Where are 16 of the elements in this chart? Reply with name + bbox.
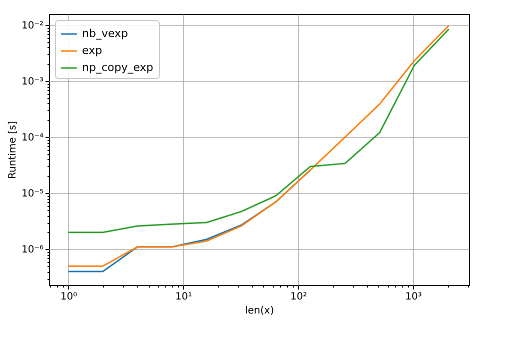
line-series: [68, 24, 450, 267]
x-tick-label: 10⁰: [60, 292, 78, 302]
y-tick-label: 10⁻²: [21, 20, 44, 32]
y-tick-label: 10⁻³: [21, 76, 44, 88]
x-axis-title: len(x): [245, 306, 274, 316]
y-tick-label: 10⁻⁶: [21, 244, 44, 256]
legend-label: nb_vexp: [82, 27, 128, 40]
x-tick-label: 10³: [405, 292, 422, 302]
y-tick-label: 10⁻⁴: [21, 132, 44, 144]
legend-label: exp: [82, 44, 102, 57]
x-tick-label: 10²: [290, 292, 307, 302]
legend-label: np_copy_exp: [82, 61, 154, 74]
line-series: [68, 28, 450, 234]
y-tick-label: 10⁻⁵: [21, 188, 44, 200]
y-axis-title: Runtime [s]: [7, 120, 18, 179]
x-tick-label: 10¹: [175, 292, 192, 302]
